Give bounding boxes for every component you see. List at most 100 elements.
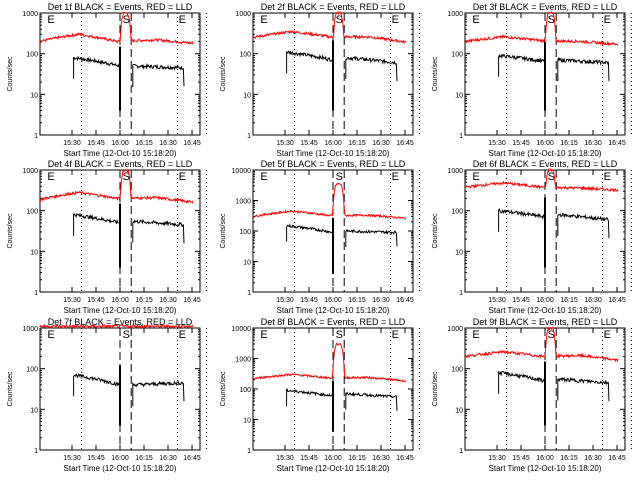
x-tick-label: 15:30 — [276, 297, 294, 304]
y-axis-label: Counts/sec — [432, 371, 439, 407]
x-tick-label: 16:15 — [348, 297, 366, 304]
x-tick-label: 15:45 — [512, 455, 530, 462]
y-tick-label: 10 — [243, 260, 251, 267]
marker-label-s: S — [123, 329, 130, 341]
x-tick-label: 16:45 — [608, 140, 626, 147]
series-line-lld — [252, 342, 407, 383]
y-tick-label: 1 — [34, 290, 38, 297]
x-tick-label: 16:30 — [584, 455, 602, 462]
x-axis-label: Start Time (12-Oct-10 15:18:20) — [489, 464, 602, 473]
marker-label-s: S — [123, 171, 130, 183]
series-line-events — [73, 55, 121, 85]
x-tick-label: 16:00 — [536, 140, 554, 147]
series-line-lld — [252, 182, 407, 220]
panel-7: Det 7f BLACK = Events, RED = LLD Counts/s… — [7, 317, 207, 473]
x-tick-label: 16:30 — [159, 297, 177, 304]
x-tick-label: 16:45 — [183, 297, 201, 304]
y-tick-label: 10 — [455, 407, 463, 414]
x-axis-label: Start Time (12-Oct-10 15:18:20) — [64, 464, 177, 473]
y-tick-label: 1 — [34, 133, 38, 140]
chart-title: Det 7f BLACK = Events, RED = LLD — [48, 317, 193, 327]
marker-label-e: E — [47, 14, 54, 26]
y-tick-label: 10 — [455, 92, 463, 99]
x-tick-label: 16:15 — [560, 140, 578, 147]
y-tick-label: 100 — [239, 387, 251, 394]
y-tick-label: 100 — [451, 367, 463, 374]
x-tick-label: 16:30 — [159, 140, 177, 147]
y-tick-label: 1000 — [447, 11, 463, 18]
marker-label-e: E — [392, 171, 399, 183]
x-tick-label: 16:15 — [135, 140, 153, 147]
y-tick-label: 100 — [451, 52, 463, 59]
marker-label-e: E — [260, 171, 267, 183]
series-line-lld — [252, 10, 407, 45]
x-tick-label: 15:30 — [488, 455, 506, 462]
panel-9: Det 9f BLACK = Events, RED = LLD Counts/s… — [432, 317, 632, 473]
x-tick-label: 16:30 — [372, 140, 390, 147]
x-tick-label: 16:15 — [560, 455, 578, 462]
x-axis-label: Start Time (12-Oct-10 15:18:20) — [64, 149, 177, 158]
marker-label-s: S — [336, 171, 343, 183]
x-tick-label: 16:15 — [135, 297, 153, 304]
series-line-lld — [464, 326, 619, 363]
y-axis-label: Counts/sec — [7, 213, 14, 249]
x-tick-label: 16:15 — [135, 455, 153, 462]
x-axis-label: Start Time (12-Oct-10 15:18:20) — [489, 149, 602, 158]
x-tick-label: 16:15 — [348, 455, 366, 462]
y-tick-label: 100 — [26, 52, 38, 59]
y-tick-label: 10 — [30, 92, 38, 99]
y-axis-label: Counts/sec — [220, 56, 227, 92]
marker-label-e: E — [604, 171, 611, 183]
series-line-events — [132, 218, 185, 244]
series-line-events — [345, 391, 398, 411]
x-tick-label: 16:00 — [324, 140, 342, 147]
marker-label-e: E — [179, 329, 186, 341]
series-line-events — [498, 53, 546, 80]
y-axis-label: Counts/sec — [220, 213, 227, 249]
x-tick-label: 16:45 — [396, 140, 414, 147]
marker-label-e: E — [472, 14, 479, 26]
marker-label-e: E — [604, 14, 611, 26]
y-tick-label: 10 — [30, 407, 38, 414]
y-tick-label: 1 — [247, 133, 251, 140]
x-tick-label: 16:45 — [396, 455, 414, 462]
x-tick-label: 15:45 — [87, 297, 105, 304]
series-line-events — [132, 62, 185, 88]
series-line-events — [73, 212, 121, 242]
y-tick-label: 10 — [243, 418, 251, 425]
series-line-lld — [39, 11, 194, 45]
y-tick-label: 1000 — [235, 11, 251, 18]
series-line-events — [73, 373, 121, 404]
y-tick-label: 100 — [239, 229, 251, 236]
marker-label-e: E — [47, 329, 54, 341]
panel-6: Det 6f BLACK = Events, RED = LLD Counts/s… — [432, 159, 632, 315]
y-tick-label: 1000 — [447, 168, 463, 175]
x-tick-label: 16:00 — [111, 140, 129, 147]
y-tick-label: 1 — [247, 448, 251, 455]
x-tick-label: 15:30 — [276, 140, 294, 147]
series-line-events — [345, 228, 398, 247]
x-axis-label: Start Time (12-Oct-10 15:18:20) — [277, 306, 390, 315]
y-axis-label: Counts/sec — [7, 56, 14, 92]
y-tick-label: 1000 — [235, 357, 251, 364]
y-tick-label: 1 — [247, 290, 251, 297]
y-tick-label: 100 — [26, 209, 38, 216]
x-tick-label: 16:30 — [372, 455, 390, 462]
x-axis-label: Start Time (12-Oct-10 15:18:20) — [277, 149, 390, 158]
marker-label-e: E — [472, 329, 479, 341]
y-tick-label: 1 — [459, 448, 463, 455]
x-tick-label: 15:45 — [512, 140, 530, 147]
marker-label-s: S — [336, 14, 343, 26]
y-axis-label: Counts/sec — [432, 56, 439, 92]
y-tick-label: 100 — [26, 367, 38, 374]
x-tick-label: 15:30 — [488, 297, 506, 304]
x-tick-label: 16:45 — [183, 140, 201, 147]
y-tick-label: 10 — [30, 249, 38, 256]
x-axis-label: Start Time (12-Oct-10 15:18:20) — [64, 306, 177, 315]
panel-8: Det 8f BLACK = Events, RED = LLD Counts/s… — [220, 317, 420, 473]
marker-label-s: S — [548, 329, 555, 341]
x-tick-label: 16:00 — [324, 297, 342, 304]
y-tick-label: 10 — [243, 92, 251, 99]
y-tick-label: 1 — [34, 448, 38, 455]
series-line-events — [498, 370, 546, 400]
